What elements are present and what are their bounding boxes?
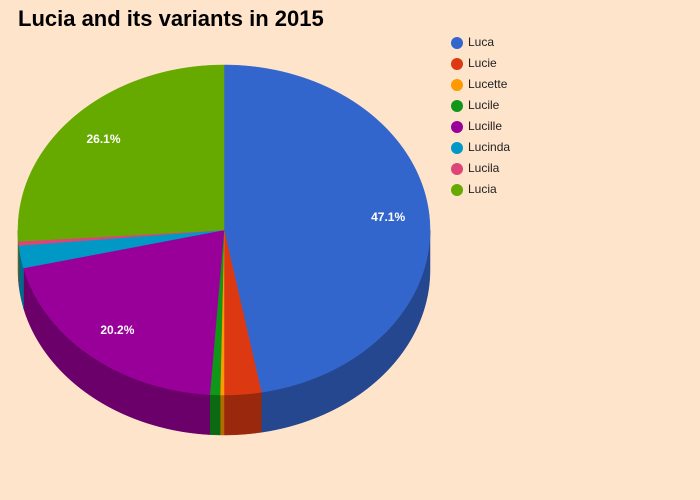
legend-label: Lucette xyxy=(468,77,508,91)
pie-slice xyxy=(23,229,225,395)
data-label: 26.1% xyxy=(86,132,120,146)
pie-side xyxy=(219,394,225,436)
legend-swatch xyxy=(451,37,463,49)
legend-label: Lucia xyxy=(468,182,497,196)
pie-slice xyxy=(223,229,262,396)
legend-swatch xyxy=(451,163,463,175)
legend-swatch xyxy=(451,121,463,133)
legend-label: Lucille xyxy=(468,119,502,133)
legend-label: Lucinda xyxy=(468,140,510,154)
legend-swatch xyxy=(451,58,463,70)
pie-slice xyxy=(18,229,225,269)
legend-swatch xyxy=(451,184,463,196)
data-label: 47.1% xyxy=(371,210,405,224)
pie-slice xyxy=(223,64,431,393)
legend-swatch xyxy=(451,142,463,154)
legend-label: Lucila xyxy=(468,161,500,175)
legend-swatch xyxy=(451,79,463,91)
pie-side xyxy=(209,394,221,436)
legend-label: Lucie xyxy=(468,56,497,70)
pie-slice xyxy=(17,64,225,242)
data-label: 20.2% xyxy=(100,323,134,337)
legend-label: Lucile xyxy=(468,98,500,112)
pie-side xyxy=(223,391,262,436)
legend-label: Luca xyxy=(468,35,494,49)
legend-swatch xyxy=(451,100,463,112)
chart-title: Lucia and its variants in 2015 xyxy=(18,6,324,31)
